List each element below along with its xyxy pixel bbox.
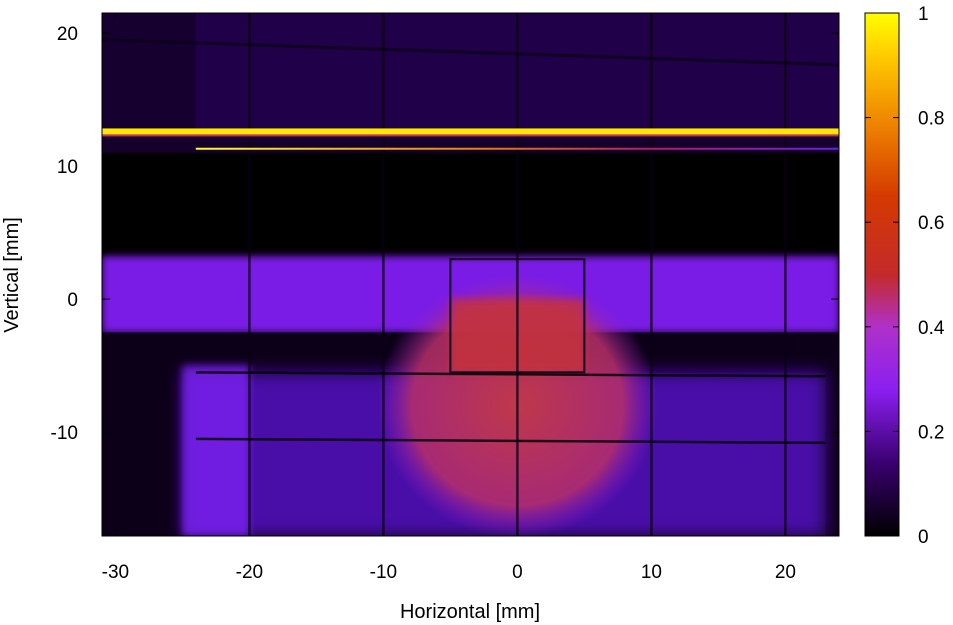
dark-gap (102, 152, 839, 257)
y-tick-label-2: 10 (57, 157, 78, 178)
colorbar-tick-label-1: 0.2 (918, 422, 944, 443)
bright-line-2 (195, 147, 839, 150)
colorbar-tick-label-2: 0.4 (918, 318, 945, 339)
x-tick-label-2: -10 (370, 562, 397, 583)
upper-dark-line (102, 38, 839, 67)
x-axis-label: Horizontal [mm] (400, 601, 540, 623)
heatmap-plot-area (102, 13, 839, 536)
x-tick-label-0: -30 (102, 562, 129, 583)
bright-line-1-edge (102, 134, 839, 137)
x-tick-label-1: -20 (236, 562, 263, 583)
x-axis-ticks: -30 -20 -10 0 10 20 (102, 13, 796, 583)
y-axis-ticks: -10 0 10 20 (51, 24, 839, 444)
colorbar-ticks: 0 0.2 0.4 0.6 0.8 1 (865, 4, 945, 548)
y-axis-label: Vertical [mm] (1, 217, 23, 333)
grid-line-horizontal-1 (195, 371, 826, 378)
grid-line-horizontal-0 (195, 437, 826, 445)
x-tick-label-5: 20 (775, 562, 796, 583)
plot-frame (101, 12, 840, 537)
y-tick-label-1: 0 (67, 290, 78, 311)
colorbar-tick-label-4: 0.8 (918, 109, 944, 130)
y-tick-label-3: 20 (57, 24, 78, 45)
upper-band-left-dark (102, 13, 196, 136)
upper-band (102, 13, 839, 136)
colorbar-tick-label-5: 1 (918, 4, 929, 25)
lower-left-glow (182, 365, 250, 536)
x-tick-label-3: 0 (512, 562, 523, 583)
bright-line-1 (102, 128, 839, 135)
x-tick-label-4: 10 (641, 562, 662, 583)
colorbar-tick-label-3: 0.6 (918, 213, 944, 234)
y-tick-label-0: -10 (51, 423, 78, 444)
colorbar-tick-label-0: 0 (918, 527, 929, 548)
colorbar (864, 12, 900, 537)
